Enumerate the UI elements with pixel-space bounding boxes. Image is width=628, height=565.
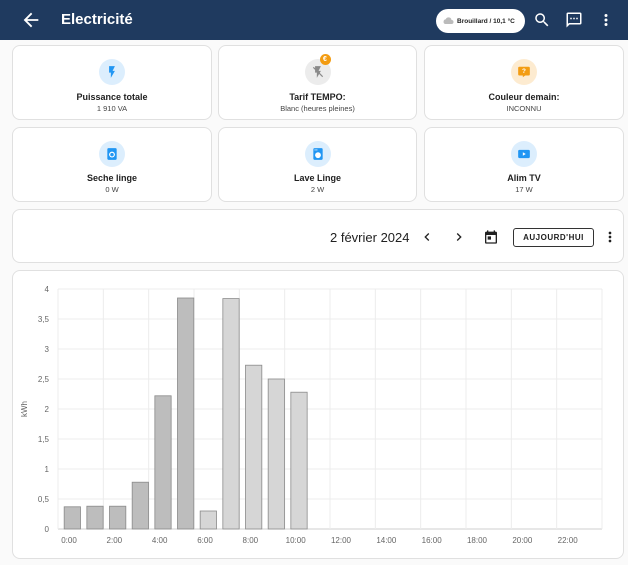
energy-bar: [245, 364, 263, 530]
weather-text: Brouillard / 10,1 °C: [457, 17, 515, 25]
washing-machine-icon: [304, 141, 331, 167]
x-tick-label: 16:00: [422, 536, 443, 545]
calendar-icon[interactable]: [483, 229, 499, 245]
y-tick-label: 4: [45, 285, 50, 294]
tile-name: Couleur demain:: [488, 92, 560, 102]
weather-chip[interactable]: Brouillard / 10,1 °C: [436, 9, 525, 33]
energy-bar: [131, 481, 149, 530]
x-tick-label: 8:00: [243, 536, 259, 545]
tile-lave-linge[interactable]: Lave Linge 2 W: [218, 127, 417, 202]
youtube-tv-icon: [511, 141, 537, 167]
more-vert-icon[interactable]: [597, 11, 615, 29]
chevron-left-icon[interactable]: [419, 229, 435, 245]
tile-couleur-demain[interactable]: ? Couleur demain: INCONNU: [424, 45, 624, 120]
energy-bar: [199, 510, 217, 530]
today-button[interactable]: AUJOURD'HUI: [513, 228, 594, 247]
y-tick-label: 0,5: [38, 495, 50, 504]
x-tick-label: 6:00: [197, 536, 213, 545]
x-tick-label: 14:00: [376, 536, 397, 545]
tile-value: INCONNU: [506, 104, 542, 113]
y-tick-label: 3,5: [38, 315, 50, 324]
tile-value: 17 W: [515, 185, 533, 194]
x-tick-label: 10:00: [286, 536, 307, 545]
y-tick-label: 0: [45, 525, 50, 534]
x-tick-label: 0:00: [61, 536, 77, 545]
tile-name: Lave Linge: [293, 173, 341, 183]
y-axis-label: kWh: [20, 401, 29, 417]
chevron-right-icon[interactable]: [451, 229, 467, 245]
tile-tarif-tempo[interactable]: € Tarif TEMPO: Blanc (heures pleines): [218, 45, 417, 120]
tile-value: 0 W: [105, 185, 119, 194]
euro-badge: €: [319, 54, 331, 65]
energy-bar: [63, 506, 81, 530]
y-tick-label: 2,5: [38, 375, 50, 384]
tile-seche-linge[interactable]: Seche linge 0 W: [12, 127, 212, 202]
energy-usage-bar-chart: 0 0,5 1 1,5 2 2,5 3 3,5 4 0:00 2:00 4:00 6:00 8:00 10:…: [20, 285, 603, 545]
x-tick-label: 18:00: [467, 536, 488, 545]
tile-name: Alim TV: [507, 173, 541, 183]
flash-off-icon: €: [304, 54, 331, 85]
energy-bar: [154, 395, 172, 530]
tile-name: Seche linge: [86, 173, 138, 183]
tile-value: Blanc (heures pleines): [280, 104, 355, 113]
tile-puissance-totale[interactable]: Puissance totale 1 910 VA: [12, 45, 212, 120]
y-tick-label: 3: [45, 345, 50, 354]
x-tick-label: 12:00: [331, 536, 352, 545]
energy-usage-chart-card: 0 0,5 1 1,5 2 2,5 3 3,5 4 0:00 2:00 4:00 6:00 8:00 10:…: [12, 270, 624, 559]
energy-bar: [86, 505, 104, 530]
x-tick-label: 4:00: [152, 536, 168, 545]
question-bubble-icon: ?: [511, 59, 537, 85]
tile-value: 1 910 VA: [96, 104, 128, 113]
tile-alim-tv[interactable]: Alim TV 17 W: [424, 127, 624, 202]
app-toolbar: Electricité Brouillard / 10,1 °C: [0, 0, 628, 40]
energy-bar: [109, 505, 127, 530]
y-tick-label: 1,5: [38, 435, 50, 444]
tile-name: Tarif TEMPO:: [289, 92, 346, 102]
back-arrow-icon[interactable]: [20, 9, 42, 31]
selected-date: 2 février 2024: [330, 230, 410, 245]
x-tick-label: 20:00: [512, 536, 533, 545]
x-tick-label: 2:00: [107, 536, 123, 545]
tile-value: 2 W: [310, 185, 325, 194]
fog-icon: [443, 17, 454, 24]
tile-name: Puissance totale: [76, 92, 148, 102]
svg-text:?: ?: [522, 68, 526, 75]
energy-bar: [290, 391, 308, 530]
energy-bar: [222, 298, 240, 530]
energy-bar: [267, 378, 285, 530]
y-tick-label: 2: [45, 405, 50, 414]
assist-chat-icon[interactable]: [565, 11, 583, 29]
energy-bar: [177, 297, 195, 530]
page-title: Electricité: [61, 11, 133, 28]
more-vert-icon[interactable]: [602, 229, 618, 245]
search-icon[interactable]: [533, 11, 551, 29]
x-tick-label: 22:00: [558, 536, 579, 545]
energy-date-selection-card: 2 février 2024 AUJOURD'HUI: [12, 209, 624, 263]
tumble-dryer-icon: [99, 141, 125, 167]
y-tick-label: 1: [45, 465, 50, 474]
flash-icon: [99, 59, 125, 85]
